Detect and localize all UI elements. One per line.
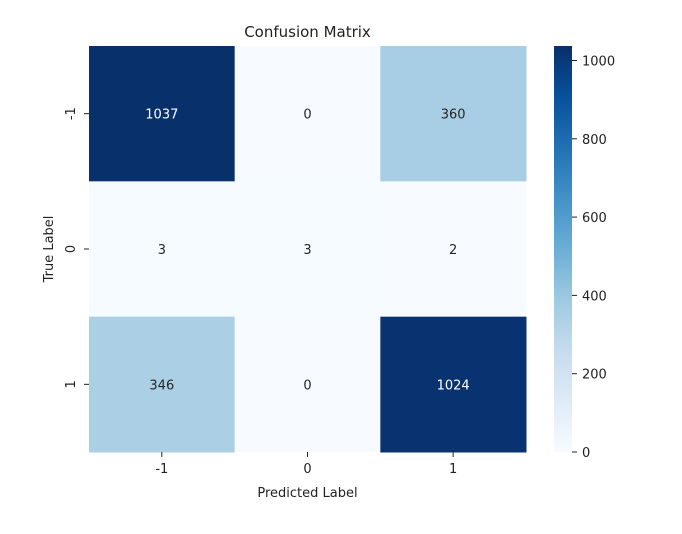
colorbar [554, 46, 572, 452]
colorbar-tick-label: 200 [582, 368, 607, 383]
cell-value-label: 1024 [437, 378, 470, 393]
x-tick-label: -1 [155, 462, 168, 477]
heatmap-cell [234, 46, 381, 182]
cell-value-label: 3 [303, 243, 311, 258]
cell-value-label: 3 [158, 243, 166, 258]
x-tick-label: 0 [303, 462, 311, 477]
colorbar-tick-label: 800 [582, 133, 607, 148]
cell-value-label: 1037 [145, 108, 178, 123]
y-tick-label: -1 [64, 107, 79, 120]
cell-value-label: 0 [303, 378, 311, 393]
heatmap-cell [380, 46, 527, 182]
colorbar-tick-label: 400 [582, 289, 607, 304]
heatmap-cell [89, 46, 236, 182]
cell-value-label: 360 [441, 108, 466, 123]
colorbar-tick-label: 0 [582, 446, 590, 461]
cell-value-label: 2 [449, 243, 457, 258]
heatmap-cell [89, 181, 236, 318]
colorbar-tick-label: 600 [582, 211, 607, 226]
y-tick-label: 0 [64, 245, 79, 253]
y-axis-label: True Label [42, 216, 57, 284]
heatmap-cell [234, 316, 381, 453]
cell-value-label: 0 [303, 108, 311, 123]
cell-value-label: 346 [149, 378, 174, 393]
heatmap-cell [380, 316, 527, 453]
heatmap-cell [380, 181, 527, 318]
x-axis-label: Predicted Label [257, 486, 357, 501]
colorbar-tick-label: 1000 [582, 54, 615, 69]
x-tick-label: 1 [449, 462, 457, 477]
heatmap-cell [234, 181, 381, 318]
y-tick-label: 1 [64, 380, 79, 388]
chart-title: Confusion Matrix [244, 23, 371, 41]
heatmap-cell [89, 316, 236, 453]
